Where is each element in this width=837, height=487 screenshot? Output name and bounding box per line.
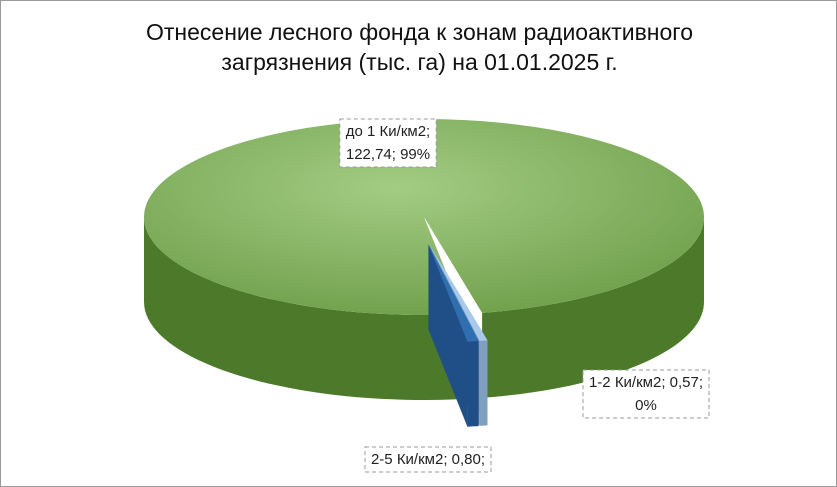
chart-title: Отнесение лесного фонда к зонам радиоакт… <box>146 19 693 75</box>
data-label: до 1 Ки/км2; 122,74; 99% <box>339 118 437 168</box>
data-label-line: 122,74; 99% <box>346 146 430 163</box>
data-label-box <box>582 369 710 419</box>
data-label-line: до 1 Ки/км2; <box>346 123 430 140</box>
title-box: Отнесение лесного фонда к зонам радиоакт… <box>1 17 836 77</box>
slice-wall <box>428 244 468 427</box>
data-label: 1-2 Ки/км2; 0,57; 0% <box>582 369 710 419</box>
data-label-line: 2-5 Ки/км2; 0,80; <box>371 451 485 468</box>
data-label-line: 1-2 Ки/км2; 0,57; <box>589 374 703 391</box>
slice <box>428 244 479 342</box>
data-label-text: 2-5 Ки/км2; 0,80; <box>371 451 485 468</box>
data-label-text: до 1 Ки/км2; 122,74; 99% <box>346 123 430 163</box>
slice-side <box>144 217 463 400</box>
slice-side <box>482 217 704 398</box>
data-label-box <box>364 446 492 473</box>
data-label-text: 1-2 Ки/км2; 0,57; 0% <box>589 374 703 414</box>
data-label-line: 0% <box>635 397 657 414</box>
data-label: 2-5 Ки/км2; 0,80; <box>364 446 492 473</box>
slice <box>144 118 705 315</box>
slice <box>429 244 488 341</box>
data-label-box <box>339 118 437 168</box>
